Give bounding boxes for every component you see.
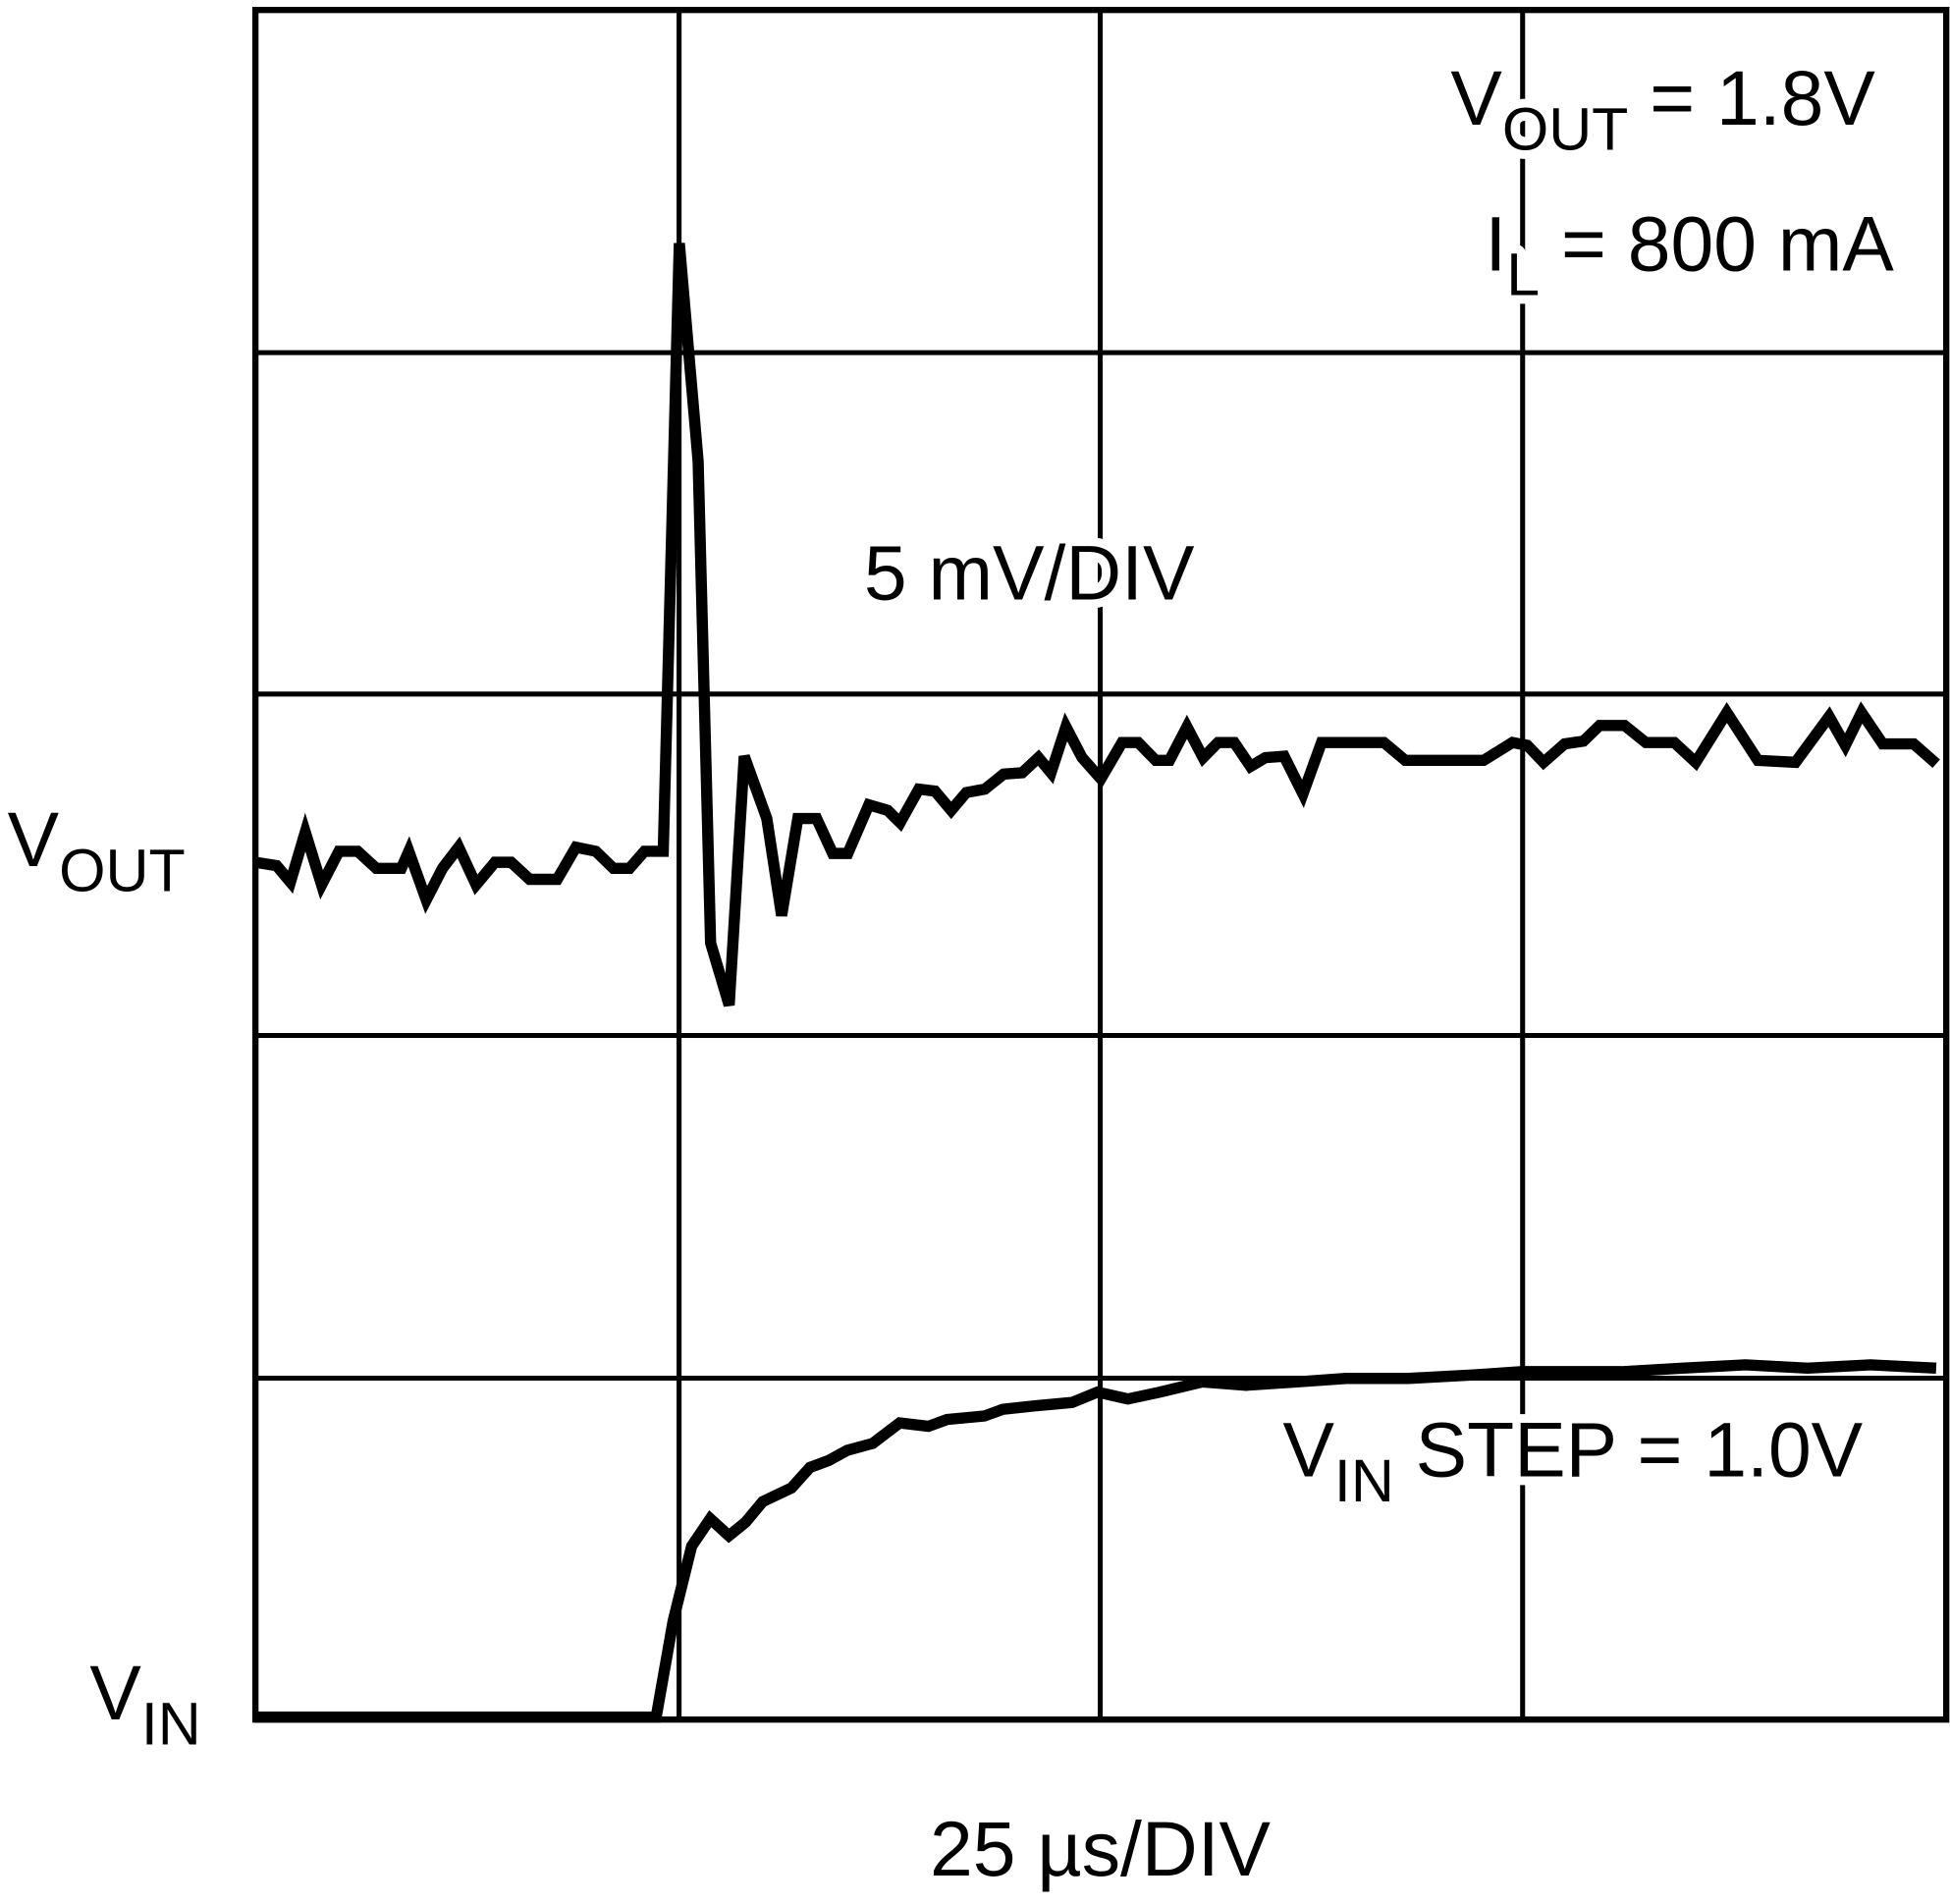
vin-step-annotation: VIN STEP = 1.0V — [1282, 1407, 1863, 1514]
vin-trace — [255, 1359, 1937, 1723]
vout-scale-annotation: 5 mV/DIV — [864, 529, 1195, 616]
traces — [254, 243, 1940, 1723]
vin-trace-label: VIN — [89, 1650, 200, 1757]
vout-trace — [254, 243, 1940, 1007]
load-current-annotation: IL = 800 mA — [1485, 200, 1894, 307]
vout-trace-label: VOUT — [8, 796, 186, 903]
vout-setting-annotation: VOUT = 1.8V — [1450, 55, 1875, 162]
time-scale-label: 25 µs/DIV — [930, 1806, 1272, 1892]
grid — [251, 6, 1950, 1723]
